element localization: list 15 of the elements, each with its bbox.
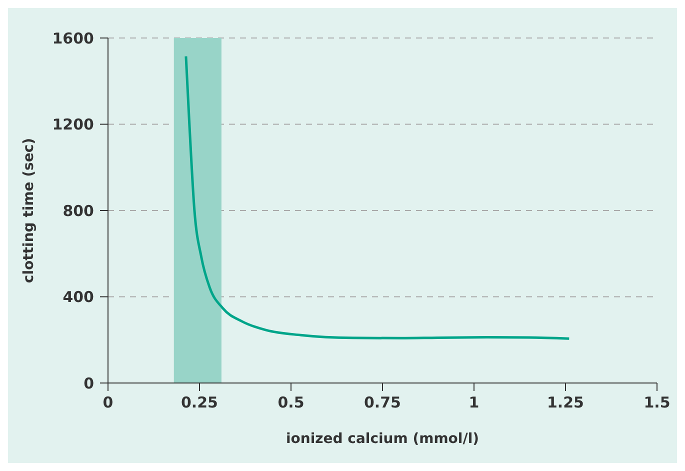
line-series [184, 55, 570, 340]
x-tick-label: 0.75 [364, 394, 402, 412]
x-axis-title: ionized calcium (mmol/l) [286, 431, 480, 447]
y-tick-label: 1600 [52, 29, 94, 48]
x-tick-label: 0 [102, 394, 114, 412]
y-tick-label: 400 [62, 288, 94, 306]
x-tick-label: 1 [468, 394, 480, 412]
y-tick-label: 1200 [52, 116, 94, 134]
x-tick-label: 0.5 [278, 394, 304, 412]
y-tick-label: 800 [62, 202, 94, 220]
y-axis-title: clotting time (sec) [20, 138, 37, 284]
y-tick-label: 0 [84, 374, 94, 392]
x-tick-label: 1.25 [546, 394, 584, 412]
x-tick-label: 1.5 [644, 394, 670, 412]
x-tick-label: 0.25 [180, 394, 218, 412]
